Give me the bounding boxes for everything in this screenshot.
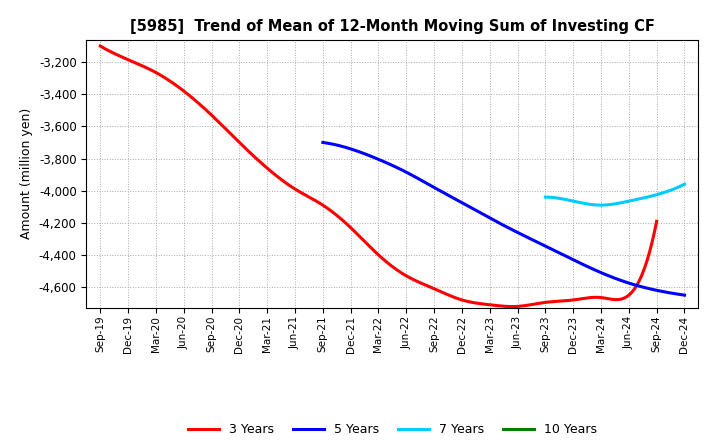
Line: 7 Years: 7 Years: [546, 184, 685, 205]
5 Years: [540, 243, 549, 248]
5 Years: [534, 240, 542, 245]
Legend: 3 Years, 5 Years, 7 Years, 10 Years: 3 Years, 5 Years, 7 Years, 10 Years: [183, 418, 602, 440]
7 Years: [541, 194, 550, 200]
5 Years: [680, 293, 689, 298]
3 Years: [436, 289, 445, 294]
3 Years: [96, 44, 104, 49]
3 Years: [567, 297, 575, 303]
5 Years: [318, 140, 327, 145]
5 Years: [533, 239, 541, 245]
5 Years: [624, 280, 632, 286]
7 Years: [667, 187, 676, 192]
7 Years: [596, 202, 605, 208]
7 Years: [624, 198, 633, 204]
Y-axis label: Amount (million yen): Amount (million yen): [20, 108, 33, 239]
7 Years: [626, 198, 635, 203]
7 Years: [659, 190, 667, 195]
3 Years: [427, 285, 436, 290]
Line: 5 Years: 5 Years: [323, 143, 685, 295]
5 Years: [320, 140, 328, 145]
3 Years: [602, 296, 611, 301]
3 Years: [507, 304, 516, 309]
7 Years: [680, 182, 689, 187]
Line: 3 Years: 3 Years: [100, 46, 657, 307]
7 Years: [624, 198, 633, 204]
3 Years: [98, 44, 107, 50]
Title: [5985]  Trend of Mean of 12-Month Moving Sum of Investing CF: [5985] Trend of Mean of 12-Month Moving …: [130, 19, 654, 34]
3 Years: [426, 284, 434, 290]
5 Years: [647, 286, 655, 292]
3 Years: [652, 219, 661, 224]
7 Years: [541, 194, 550, 200]
